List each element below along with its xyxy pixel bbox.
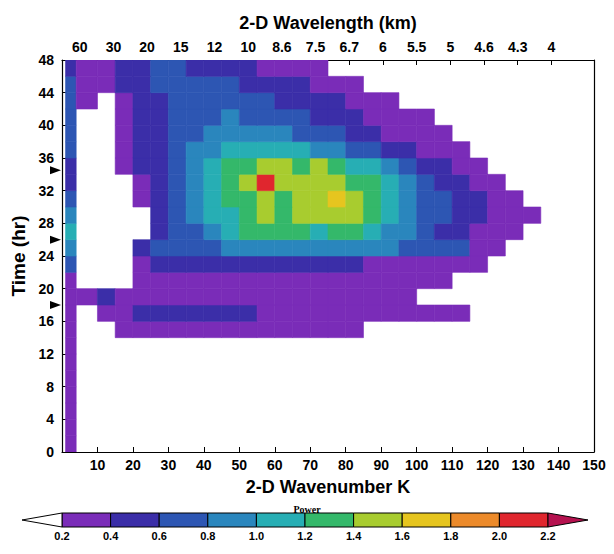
svg-text:4.3: 4.3 <box>508 39 528 55</box>
svg-text:6.7: 6.7 <box>340 39 360 55</box>
svg-text:150: 150 <box>582 457 606 473</box>
svg-text:24: 24 <box>38 248 54 264</box>
svg-text:28: 28 <box>38 215 54 231</box>
svg-text:140: 140 <box>547 457 571 473</box>
svg-text:4: 4 <box>46 411 54 427</box>
svg-text:1.6: 1.6 <box>395 530 410 542</box>
svg-text:60: 60 <box>267 457 283 473</box>
svg-text:50: 50 <box>232 457 248 473</box>
svg-text:120: 120 <box>476 457 500 473</box>
svg-text:44: 44 <box>38 85 54 101</box>
svg-text:0.4: 0.4 <box>103 530 119 542</box>
svg-text:20: 20 <box>139 39 155 55</box>
svg-text:1.4: 1.4 <box>346 530 362 542</box>
svg-text:5.5: 5.5 <box>407 39 427 55</box>
svg-text:4.6: 4.6 <box>474 39 494 55</box>
svg-text:1.0: 1.0 <box>249 530 264 542</box>
svg-text:5: 5 <box>446 39 454 55</box>
svg-text:10: 10 <box>90 457 106 473</box>
svg-text:2-D Wavelength (km): 2-D Wavelength (km) <box>239 13 416 33</box>
svg-text:10: 10 <box>240 39 256 55</box>
svg-text:32: 32 <box>38 183 54 199</box>
svg-text:1.2: 1.2 <box>297 530 312 542</box>
svg-text:110: 110 <box>441 457 464 473</box>
svg-text:60: 60 <box>72 39 88 55</box>
svg-text:0.6: 0.6 <box>152 530 167 542</box>
svg-text:100: 100 <box>405 457 429 473</box>
svg-text:Power: Power <box>293 504 321 515</box>
svg-text:0.2: 0.2 <box>54 530 69 542</box>
svg-text:2-D Wavenumber K: 2-D Wavenumber K <box>246 477 410 497</box>
svg-text:6: 6 <box>379 39 387 55</box>
svg-text:48: 48 <box>38 52 54 68</box>
svg-text:20: 20 <box>38 281 54 297</box>
svg-text:30: 30 <box>106 39 122 55</box>
svg-text:15: 15 <box>173 39 189 55</box>
svg-text:7.5: 7.5 <box>306 39 326 55</box>
svg-text:8.6: 8.6 <box>272 39 292 55</box>
svg-text:8: 8 <box>46 379 54 395</box>
svg-text:1.8: 1.8 <box>443 530 458 542</box>
svg-text:36: 36 <box>38 150 54 166</box>
svg-text:16: 16 <box>38 313 54 329</box>
svg-text:2.0: 2.0 <box>492 530 507 542</box>
svg-text:70: 70 <box>302 457 318 473</box>
svg-text:80: 80 <box>338 457 354 473</box>
svg-text:30: 30 <box>161 457 177 473</box>
svg-text:2.2: 2.2 <box>540 530 555 542</box>
svg-text:0.8: 0.8 <box>200 530 215 542</box>
svg-text:12: 12 <box>207 39 223 55</box>
svg-text:Time (hr): Time (hr) <box>8 216 29 297</box>
svg-text:12: 12 <box>38 346 54 362</box>
svg-text:130: 130 <box>511 457 535 473</box>
svg-text:0: 0 <box>46 444 54 460</box>
svg-text:4: 4 <box>548 39 556 55</box>
svg-text:40: 40 <box>38 117 54 133</box>
svg-text:40: 40 <box>196 457 212 473</box>
svg-text:90: 90 <box>373 457 389 473</box>
svg-text:20: 20 <box>125 457 141 473</box>
